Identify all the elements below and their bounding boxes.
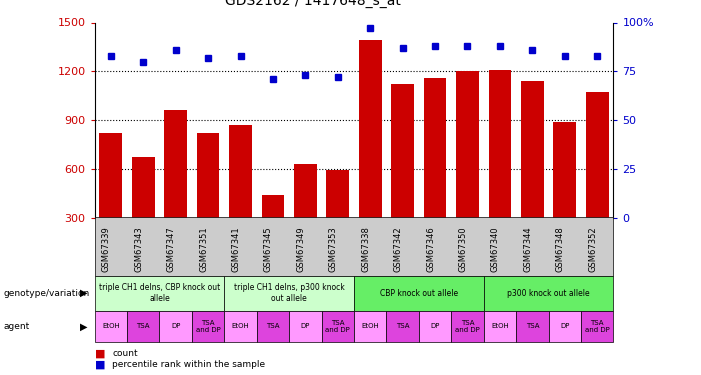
Text: GSM67347: GSM67347 [167,226,176,272]
Text: GSM67341: GSM67341 [231,226,240,272]
Text: TSA: TSA [396,323,409,330]
Text: GSM67348: GSM67348 [556,226,565,272]
Text: agent: agent [4,322,29,331]
Bar [489,70,511,217]
Bar [164,110,187,218]
Text: GSM67343: GSM67343 [135,226,143,272]
Text: triple CH1 delns, CBP knock out
allele: triple CH1 delns, CBP knock out allele [99,284,220,303]
Text: DP: DP [560,323,569,330]
Text: DP: DP [301,323,310,330]
Text: GSM67339: GSM67339 [102,226,111,272]
Bar [586,92,608,218]
Bar [100,133,122,218]
Bar [553,122,576,218]
Text: GSM67350: GSM67350 [458,226,468,272]
Text: EtOH: EtOH [102,323,120,330]
Bar [391,84,414,218]
Text: GSM67346: GSM67346 [426,226,435,272]
Text: TSA
and DP: TSA and DP [455,320,480,333]
Text: genotype/variation: genotype/variation [4,289,90,298]
Bar [359,40,381,218]
Text: triple CH1 delns, p300 knock
out allele: triple CH1 delns, p300 knock out allele [234,284,344,303]
Text: GSM67352: GSM67352 [588,226,597,272]
Text: GSM67345: GSM67345 [264,226,273,272]
Text: TSA: TSA [137,323,150,330]
Text: DP: DP [171,323,180,330]
Text: TSA
and DP: TSA and DP [585,320,610,333]
Text: GDS2162 / 1417648_s_at: GDS2162 / 1417648_s_at [224,0,400,8]
Text: EtOH: EtOH [491,323,509,330]
Bar [229,125,252,217]
Text: GSM67338: GSM67338 [361,226,370,272]
Text: ▶: ▶ [80,321,88,332]
Text: EtOH: EtOH [361,323,379,330]
Text: TSA: TSA [266,323,280,330]
Bar [327,170,349,217]
Text: p300 knock out allele: p300 knock out allele [508,289,590,298]
Bar [197,133,219,218]
Text: TSA: TSA [526,323,539,330]
Bar [521,81,544,218]
Text: count: count [112,349,138,358]
Text: DP: DP [430,323,440,330]
Text: EtOH: EtOH [231,323,250,330]
Text: GSM67351: GSM67351 [199,226,208,272]
Text: GSM67340: GSM67340 [491,226,500,272]
Bar [132,158,155,218]
Text: TSA
and DP: TSA and DP [325,320,350,333]
Text: GSM67344: GSM67344 [524,226,532,272]
Bar [294,164,317,218]
Text: ■: ■ [95,360,105,370]
Bar [423,78,447,218]
Text: CBP knock out allele: CBP knock out allele [380,289,458,298]
Bar [456,71,479,217]
Text: ▶: ▶ [80,288,88,298]
Text: GSM67342: GSM67342 [394,226,402,272]
Text: percentile rank within the sample: percentile rank within the sample [112,360,265,369]
Text: GSM67353: GSM67353 [329,226,338,272]
Text: ■: ■ [95,349,105,358]
Text: GSM67349: GSM67349 [297,226,306,272]
Text: TSA
and DP: TSA and DP [196,320,221,333]
Bar [261,195,285,217]
